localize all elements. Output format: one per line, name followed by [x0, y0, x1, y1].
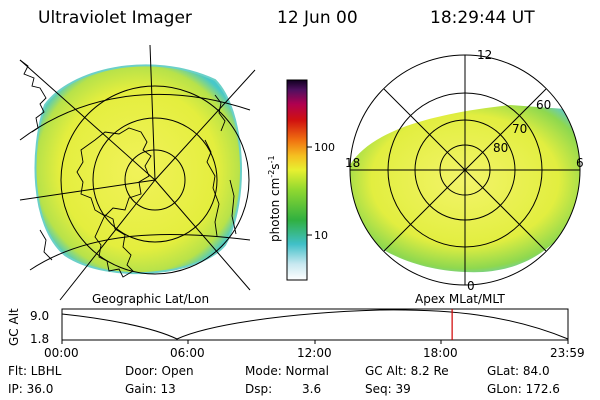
- mode-status: Mode: Normal: [245, 364, 329, 378]
- altitude-timeline: GC Alt 9.0 1.8 00:00 06:00 12:00 18:00 2…: [7, 308, 585, 360]
- left-panel-caption: Geographic Lat/Lon: [92, 292, 209, 306]
- timeline-tick-0600: 06:00: [170, 346, 205, 360]
- seq-status: Seq: 39: [365, 382, 411, 396]
- right-panel-caption: Apex MLat/MLT: [415, 292, 505, 306]
- door-status: Door: Open: [125, 364, 194, 378]
- colorbar: 100 10 photon cm-2s-1: [267, 79, 335, 281]
- date-label: 12 Jun 00: [277, 8, 358, 28]
- timeline-y-top: 9.0: [30, 309, 49, 323]
- mlt-label-6: 6: [576, 156, 584, 170]
- colorbar-tick-10: 10: [314, 229, 328, 242]
- mlat-label-80: 80: [493, 141, 508, 155]
- timeline-tick-2359: 23:59: [550, 346, 585, 360]
- timeline-y-bottom: 1.8: [30, 332, 49, 346]
- colorbar-tick-100: 100: [314, 141, 335, 154]
- geographic-map: [19, 44, 256, 301]
- app-title: Ultraviolet Imager: [38, 8, 192, 28]
- ip-status: IP: 36.0: [8, 382, 54, 396]
- mlt-label-18: 18: [345, 156, 360, 170]
- mlt-label-0: 0: [467, 279, 475, 293]
- timeline-tick-1800: 18:00: [423, 346, 458, 360]
- dsp-status-label: Dsp:: [245, 382, 273, 396]
- colorbar-unit-label: photon cm-2s-1: [267, 155, 282, 242]
- glon-status: GLon: 172.6: [487, 382, 560, 396]
- dsp-status-value: 3.6: [302, 382, 322, 396]
- glat-status: GLat: 84.0: [487, 364, 550, 378]
- timeline-ylabel: GC Alt: [7, 308, 21, 346]
- timeline-tick-0000: 00:00: [44, 346, 79, 360]
- time-label: 18:29:44 UT: [430, 8, 535, 28]
- gain-status: Gain: 13: [125, 382, 176, 396]
- gc-alt-status: GC Alt: 8.2 Re: [365, 364, 449, 378]
- polar-map: 12 18 6 0 60 70 80: [345, 48, 584, 293]
- mlt-label-12: 12: [477, 48, 492, 62]
- mlat-label-60: 60: [536, 98, 551, 112]
- timeline-tick-1200: 12:00: [297, 346, 332, 360]
- filter-status: Flt: LBHL: [8, 364, 62, 378]
- mlat-label-70: 70: [512, 122, 527, 136]
